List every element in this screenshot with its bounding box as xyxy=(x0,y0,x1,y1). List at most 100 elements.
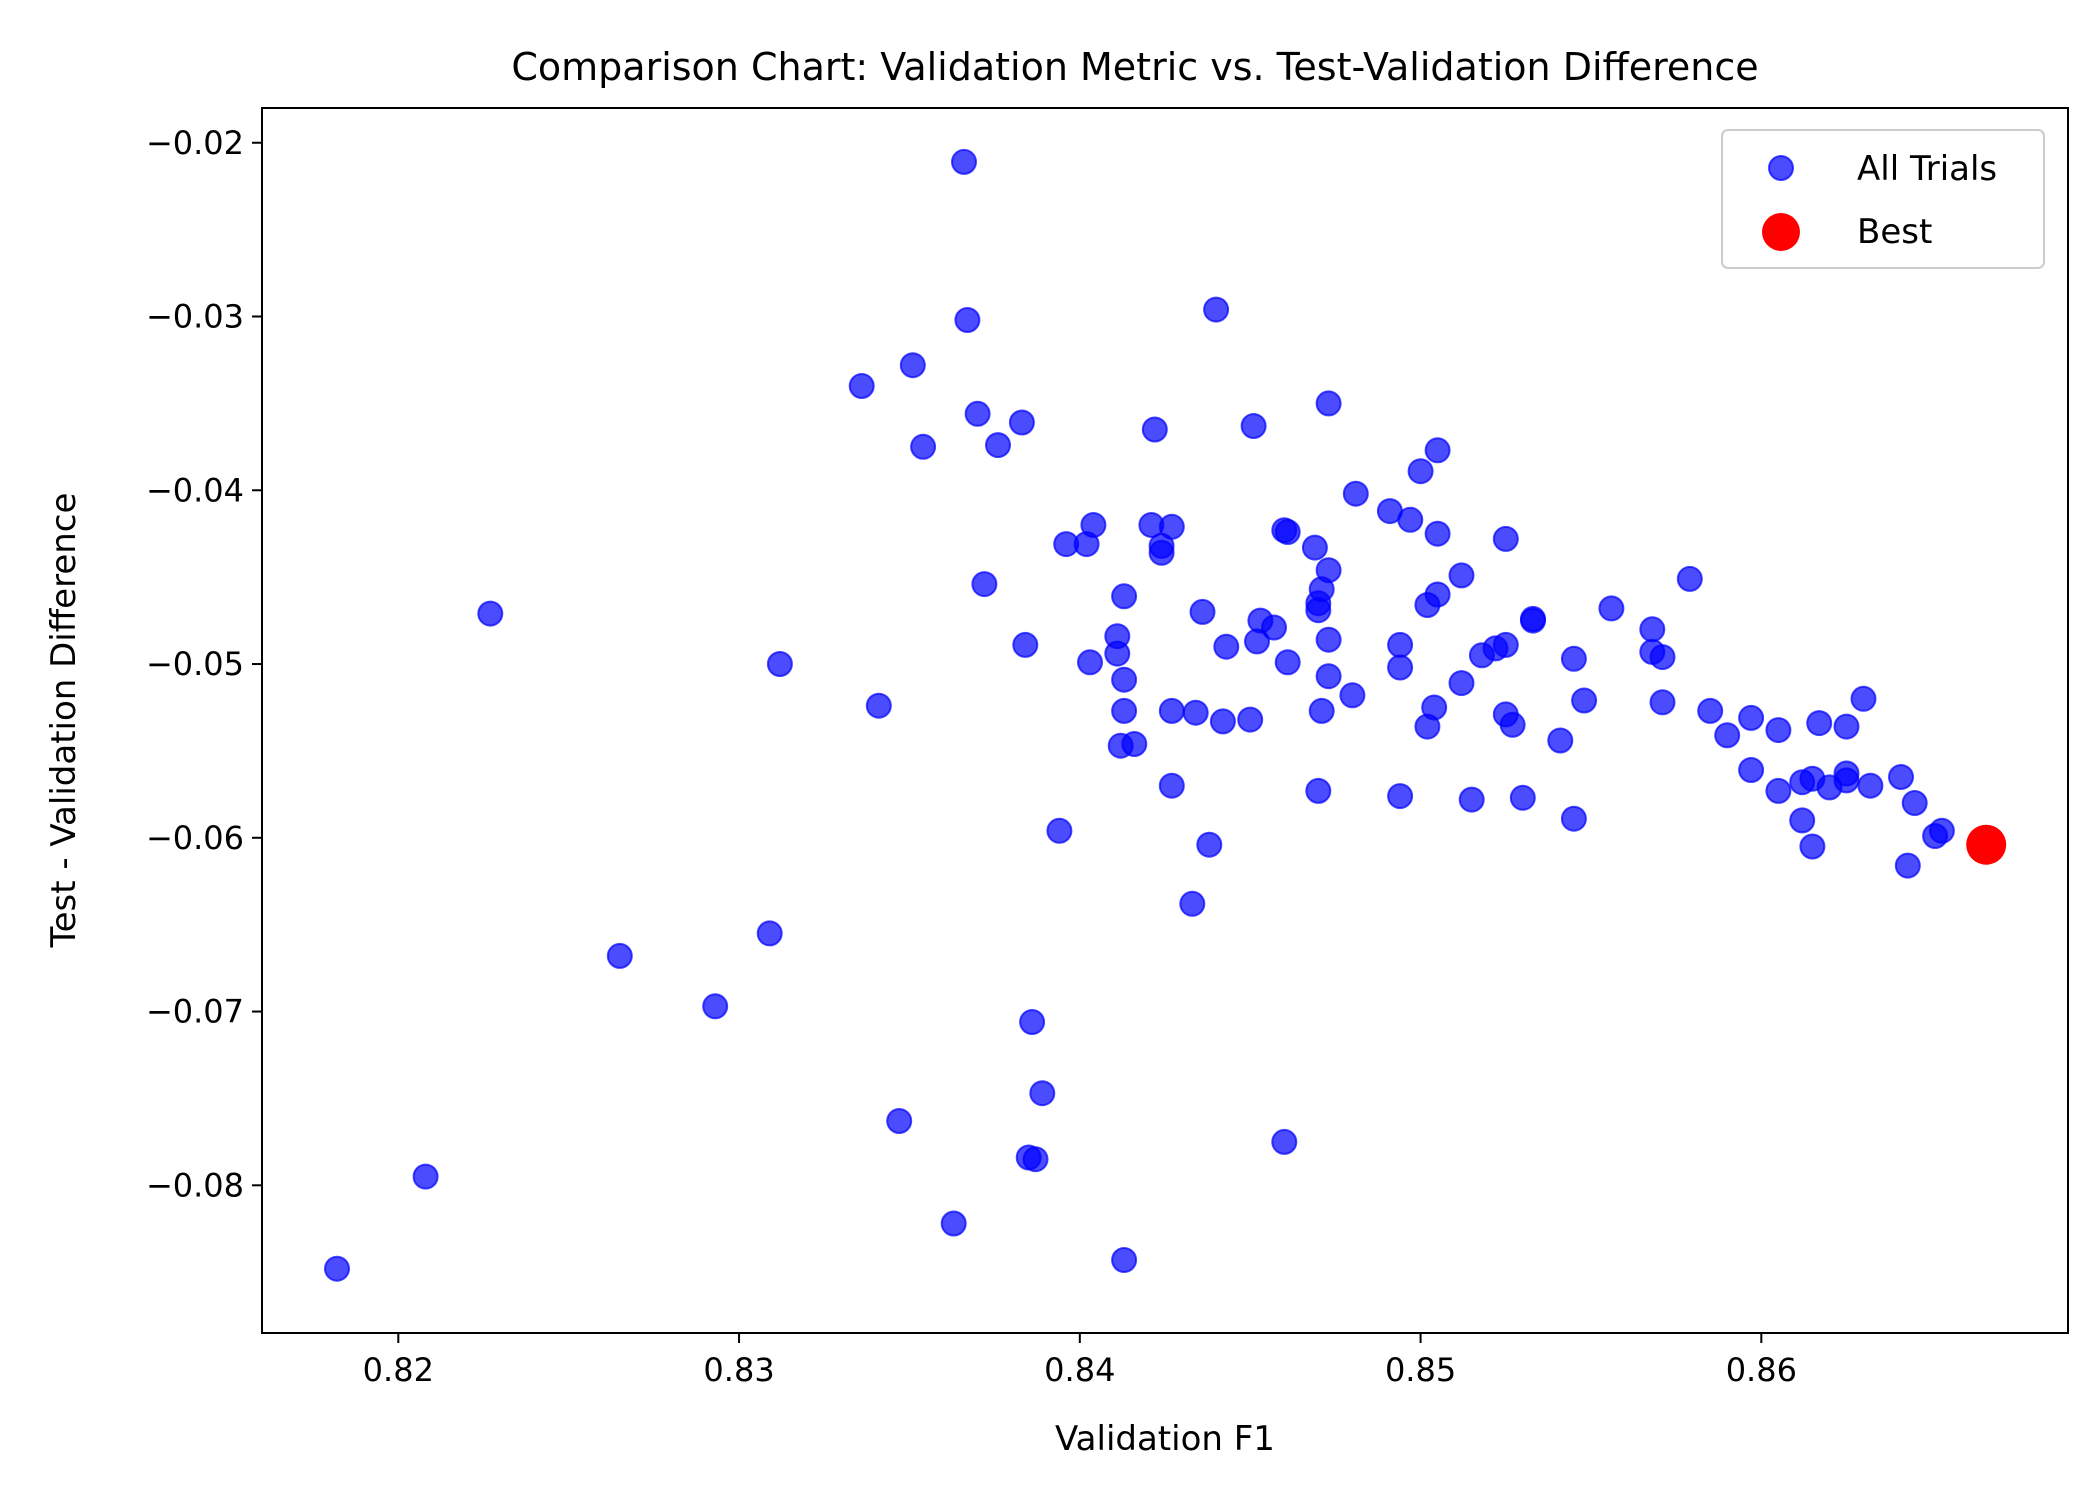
trial-point xyxy=(985,432,1011,459)
trial-point xyxy=(412,1163,439,1190)
trial-point xyxy=(1649,644,1676,671)
trial-point xyxy=(1022,1146,1049,1173)
best-point xyxy=(1966,824,2007,865)
trial-point xyxy=(1833,713,1860,740)
trial-point xyxy=(1158,513,1185,540)
trial-point xyxy=(1019,1009,1046,1035)
trial-point xyxy=(1196,831,1223,858)
data-points xyxy=(324,148,2007,1282)
trial-point xyxy=(1697,697,1724,724)
trial-point xyxy=(1850,685,1877,712)
trial-point xyxy=(1789,807,1816,834)
trial-point xyxy=(1448,670,1475,697)
trial-point xyxy=(1179,890,1206,917)
trial-point xyxy=(1857,772,1884,799)
trial-point xyxy=(1342,480,1369,507)
trial-point xyxy=(1315,626,1342,653)
trial-point xyxy=(1928,817,1955,844)
plot-frame xyxy=(261,107,2069,1334)
trial-point xyxy=(954,307,981,333)
trial-point xyxy=(1104,640,1131,667)
trial-point xyxy=(1448,562,1475,589)
trial-point xyxy=(1387,654,1414,681)
trial-point xyxy=(1888,764,1914,790)
trial-point xyxy=(1158,697,1185,724)
trial-point xyxy=(1520,607,1546,634)
x-tick-label: 0.86 xyxy=(1726,1351,1797,1389)
trial-point xyxy=(1111,583,1138,610)
trial-point xyxy=(1901,790,1928,816)
trial-point xyxy=(1339,682,1366,709)
trial-point xyxy=(1397,506,1424,533)
y-tick-label: −0.06 xyxy=(146,819,244,857)
legend: All Trials Best xyxy=(1721,129,2045,269)
y-tick-label: −0.02 xyxy=(146,124,244,162)
trial-point xyxy=(940,1210,967,1237)
trial-point xyxy=(1274,649,1301,676)
trial-point xyxy=(1499,711,1526,738)
trial-point xyxy=(1182,699,1209,726)
trial-point xyxy=(1158,772,1185,799)
trial-point xyxy=(1571,687,1598,714)
trial-point xyxy=(1714,722,1741,749)
trial-point xyxy=(910,433,937,460)
trial-point xyxy=(1799,833,1826,860)
trial-point xyxy=(1305,777,1332,804)
legend-label-best: Best xyxy=(1857,212,1932,252)
trial-point xyxy=(1111,1247,1138,1273)
trial-point xyxy=(1111,697,1138,724)
y-tick-label: −0.03 xyxy=(146,298,244,336)
trial-point xyxy=(951,148,977,175)
trial-point xyxy=(1492,631,1519,658)
trial-point xyxy=(848,373,875,399)
x-tick-label: 0.85 xyxy=(1385,1351,1456,1389)
trial-point xyxy=(1560,805,1587,832)
legend-marker-all-trials xyxy=(1768,155,1794,181)
trial-point xyxy=(1189,598,1216,625)
trial-point xyxy=(1315,557,1342,584)
y-tick-label: −0.05 xyxy=(146,645,244,683)
trial-point xyxy=(1209,708,1236,735)
y-tick-label: −0.08 xyxy=(146,1166,244,1204)
trial-point xyxy=(1203,296,1230,323)
trial-point xyxy=(1894,852,1921,879)
trial-point xyxy=(964,400,991,427)
x-tick-label: 0.83 xyxy=(703,1351,774,1389)
trial-point xyxy=(1424,581,1451,608)
trial-point xyxy=(886,1108,913,1134)
trial-point xyxy=(1387,783,1414,810)
chart-title: Comparison Chart: Validation Metric vs. … xyxy=(511,45,1758,89)
trial-point xyxy=(1833,767,1860,794)
trial-point xyxy=(1315,390,1342,417)
trial-point xyxy=(1765,717,1792,744)
trial-point xyxy=(1547,727,1574,754)
trial-point xyxy=(899,352,926,379)
trial-point xyxy=(1308,697,1335,724)
trial-point xyxy=(1421,694,1448,721)
trial-point xyxy=(606,942,633,969)
trial-point xyxy=(1274,519,1301,545)
trial-point xyxy=(1148,539,1175,566)
trial-point xyxy=(1077,649,1103,676)
trial-point xyxy=(1240,413,1267,439)
trial-point xyxy=(1261,614,1287,641)
trial-point xyxy=(1301,534,1328,561)
trial-point xyxy=(1560,645,1587,672)
trial-point xyxy=(1649,689,1676,716)
trial-point xyxy=(1213,633,1240,660)
trial-point xyxy=(865,692,892,719)
trial-point xyxy=(1738,704,1765,731)
trial-point xyxy=(971,571,998,598)
trial-point xyxy=(1458,786,1485,813)
x-tick-label: 0.84 xyxy=(1044,1351,1115,1389)
trial-point xyxy=(1008,409,1035,436)
trial-point xyxy=(1806,710,1833,737)
y-axis-label: Test - Validation Difference xyxy=(44,493,84,949)
trial-point xyxy=(1765,777,1792,804)
trial-point xyxy=(1639,616,1666,643)
legend-marker-best xyxy=(1762,213,1800,251)
trial-point xyxy=(1424,437,1451,464)
legend-frame xyxy=(1721,129,2045,269)
